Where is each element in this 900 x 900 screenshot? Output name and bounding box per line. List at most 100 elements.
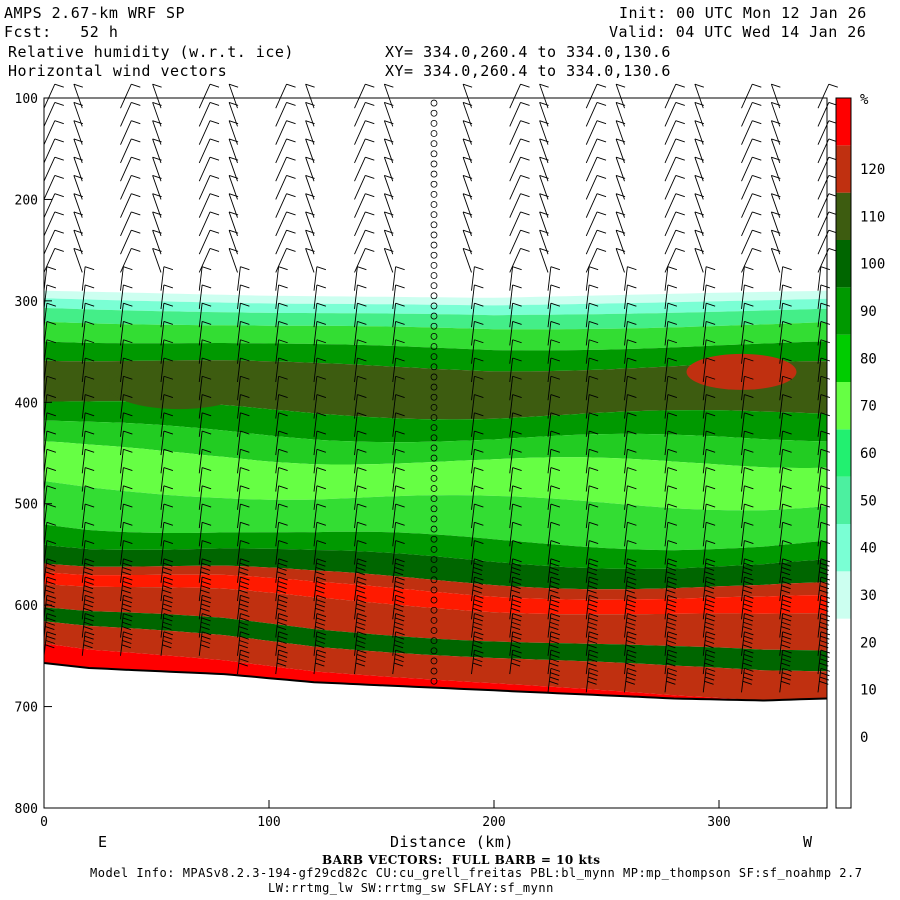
wind-barb-shaft	[702, 266, 707, 291]
wind-barb-shaft	[237, 284, 241, 310]
wind-barb-feather	[200, 626, 210, 630]
wind-barb-feather	[238, 607, 248, 612]
wind-barb-feather	[743, 654, 754, 658]
wind-barb-shaft	[547, 522, 552, 547]
wind-barb-shaft	[354, 138, 366, 164]
calm-wind-circle	[430, 596, 438, 604]
wind-barb-shaft	[237, 522, 241, 547]
wind-barb-feather	[384, 248, 394, 252]
wind-barb-feather	[278, 485, 288, 490]
wind-barb-feather	[667, 540, 678, 544]
wind-barb-feather	[520, 175, 530, 179]
wind-barb-feather	[123, 394, 133, 398]
wind-barb-shaft	[275, 595, 280, 620]
wind-barb-shaft	[547, 613, 552, 638]
wind-barb-feather	[278, 375, 288, 380]
wind-barb-shaft	[779, 412, 784, 437]
wind-barb-feather	[316, 448, 327, 453]
wind-barb-feather	[286, 248, 296, 252]
wind-barb-shaft	[779, 339, 784, 364]
wind-barb-feather	[615, 229, 626, 234]
wind-barb-feather	[539, 248, 549, 252]
wind-barb-shaft	[779, 284, 784, 310]
wind-barb-shaft	[120, 120, 132, 145]
wind-barb-shaft	[509, 631, 514, 656]
model-title: AMPS 2.67-km WRF SP	[4, 4, 186, 22]
wind-barb-shaft	[509, 339, 514, 364]
wind-barb-feather	[131, 138, 141, 143]
wind-barb-feather	[54, 211, 64, 216]
wind-barb-shaft	[702, 449, 707, 474]
wind-barb-feather	[365, 175, 375, 179]
wind-barb-feather	[395, 266, 405, 271]
wind-barb-shaft	[120, 595, 124, 620]
wind-barb-feather	[667, 339, 678, 344]
wind-barb-shaft	[624, 303, 628, 328]
wind-barb-feather	[744, 613, 754, 618]
wind-barb-shaft	[160, 284, 165, 310]
wind-barb-feather	[315, 607, 325, 612]
wind-barb-shaft	[462, 230, 472, 255]
wind-barb-feather	[539, 229, 549, 234]
wind-barb-shaft	[509, 138, 521, 164]
wind-barb-shaft	[779, 266, 784, 291]
calm-wind-circle	[430, 444, 438, 452]
wind-barb-shaft	[275, 357, 280, 383]
calm-wind-circle	[430, 627, 438, 634]
wind-barb-shaft	[462, 211, 472, 237]
wind-barb-feather	[201, 394, 212, 398]
wind-barb-feather	[820, 594, 831, 599]
wind-barb-shaft	[817, 668, 822, 693]
wind-barb-shaft	[120, 102, 132, 127]
wind-barb-shaft	[664, 412, 669, 437]
wind-barb-shaft	[664, 613, 669, 638]
wind-barb-shaft	[471, 430, 475, 456]
calm-wind-circle	[430, 272, 438, 279]
wind-barb-feather	[587, 676, 598, 681]
wind-barb-shaft	[73, 120, 83, 145]
rh-band-17	[44, 643, 827, 701]
wind-barb-shaft	[741, 376, 745, 401]
wind-barb-feather	[239, 580, 250, 585]
wind-barb-shaft	[817, 284, 822, 310]
wind-barb-shaft	[198, 266, 203, 291]
wind-barb-feather	[356, 562, 367, 567]
wind-barb-shaft	[160, 540, 165, 565]
wind-barb-feather	[240, 467, 250, 471]
wind-barb-feather	[705, 631, 716, 636]
wind-barb-shaft	[585, 339, 590, 364]
wind-barb-feather	[54, 248, 64, 252]
wind-barb-feather	[462, 120, 473, 125]
wind-barb-feather	[200, 607, 210, 612]
wind-barb-shaft	[160, 430, 165, 456]
wind-barb-shaft	[585, 540, 590, 565]
calm-wind-circle	[430, 403, 438, 411]
wind-barb-shaft	[694, 211, 704, 237]
wind-barb-feather	[473, 585, 483, 590]
wind-barb-feather	[511, 562, 522, 567]
wind-barb-feather	[627, 667, 637, 672]
wind-barb-feather	[511, 617, 522, 622]
wind-barb-feather	[587, 640, 598, 644]
wind-barb-feather	[512, 357, 522, 362]
wind-barb-feather	[201, 635, 211, 640]
wind-barb-shaft	[392, 577, 397, 602]
wind-barb-shaft	[81, 303, 86, 328]
wind-barb-shaft	[585, 156, 598, 182]
wind-barb-feather	[539, 138, 549, 143]
wind-barb-feather	[587, 658, 598, 663]
wind-barb-feather	[201, 594, 212, 599]
calm-wind-circle	[430, 343, 438, 350]
wind-barb-feather	[209, 138, 220, 143]
wind-barb-feather	[83, 585, 94, 590]
wind-barb-feather	[474, 485, 484, 490]
wind-barb-feather	[539, 83, 549, 88]
wind-barb-feather	[54, 193, 64, 198]
wind-barb-feather	[666, 571, 676, 576]
wind-barb-feather	[46, 357, 57, 362]
wind-barb-feather	[394, 658, 404, 663]
wind-barb-shaft	[624, 339, 628, 364]
wind-barb-feather	[315, 603, 325, 608]
wind-barb-feather	[84, 412, 95, 417]
wind-barb-feather	[357, 576, 367, 581]
